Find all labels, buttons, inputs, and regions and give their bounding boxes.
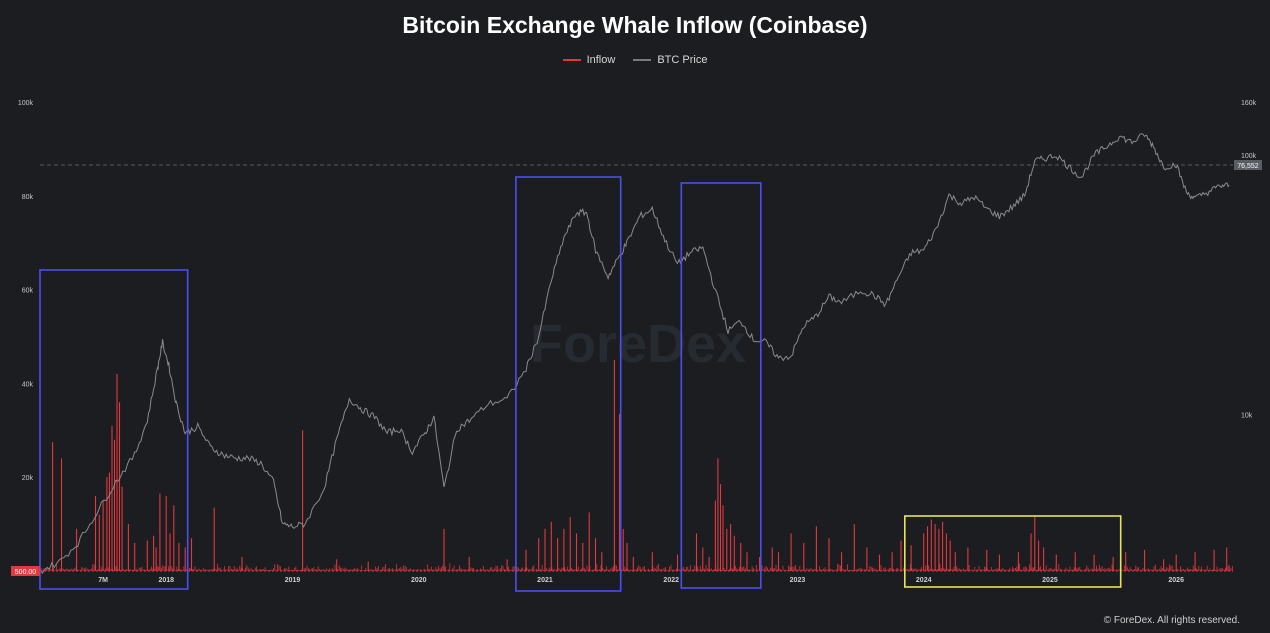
- legend-label-inflow: Inflow: [586, 54, 616, 66]
- legend-label-btc-price: BTC Price: [657, 54, 708, 66]
- annotation-box: [903, 515, 1122, 588]
- left-tick-label: 40k: [22, 381, 34, 388]
- copyright-footer: © ForeDex. All rights reserved.: [1103, 615, 1240, 626]
- x-tick-label: 2021: [537, 577, 553, 584]
- legend-swatch-inflow: [562, 59, 581, 61]
- left-tick-label: 80k: [22, 194, 34, 201]
- x-tick-label: 2020: [411, 577, 427, 584]
- inflow-series: [40, 359, 1233, 571]
- baseline-label: 500.00: [15, 569, 37, 576]
- right-tick-label: 160k: [1241, 100, 1257, 107]
- right-tick-label: 100k: [1241, 153, 1257, 160]
- annotation-boxes: [39, 176, 1122, 592]
- x-tick-label: 2018: [158, 577, 174, 584]
- btc-price-line: [39, 133, 1230, 575]
- legend-swatch-btc-price: [633, 59, 652, 61]
- legend-item-inflow[interactable]: Inflow: [562, 54, 616, 66]
- x-tick-label: 2023: [790, 577, 806, 584]
- x-tick-label: 2026: [1168, 577, 1184, 584]
- right-axis: 160k 100k 10k: [1241, 100, 1257, 420]
- left-tick-label: 100k: [18, 100, 34, 107]
- annotation-box: [680, 182, 762, 589]
- x-tick-label: 2025: [1042, 577, 1058, 584]
- price-label: 76,552: [1237, 163, 1259, 170]
- watermark: ForeDex: [530, 314, 746, 374]
- chart-title: Bitcoin Exchange Whale Inflow (Coinbase): [402, 12, 868, 38]
- x-tick-label: 7M: [98, 577, 108, 584]
- x-tick-label: 2024: [916, 577, 932, 584]
- legend-item-btc-price[interactable]: BTC Price: [633, 54, 707, 66]
- chart-legend: Inflow BTC Price: [0, 54, 1270, 66]
- annotation-box: [39, 269, 189, 590]
- annotation-box: [515, 176, 622, 592]
- right-tick-label: 10k: [1241, 413, 1253, 420]
- left-tick-label: 60k: [22, 288, 34, 295]
- baseline-badge: 500.00: [11, 566, 40, 576]
- x-tick-label: 2019: [285, 577, 301, 584]
- x-axis: 7M 2018 2019 2020 2021 2022 2023 2024 2025 2026: [98, 577, 1184, 584]
- price-badge: 76,552: [1234, 160, 1262, 170]
- left-axis: 100k 80k 60k 40k 20k: [18, 100, 34, 482]
- x-tick-label: 2022: [663, 577, 679, 584]
- left-tick-label: 20k: [22, 475, 34, 482]
